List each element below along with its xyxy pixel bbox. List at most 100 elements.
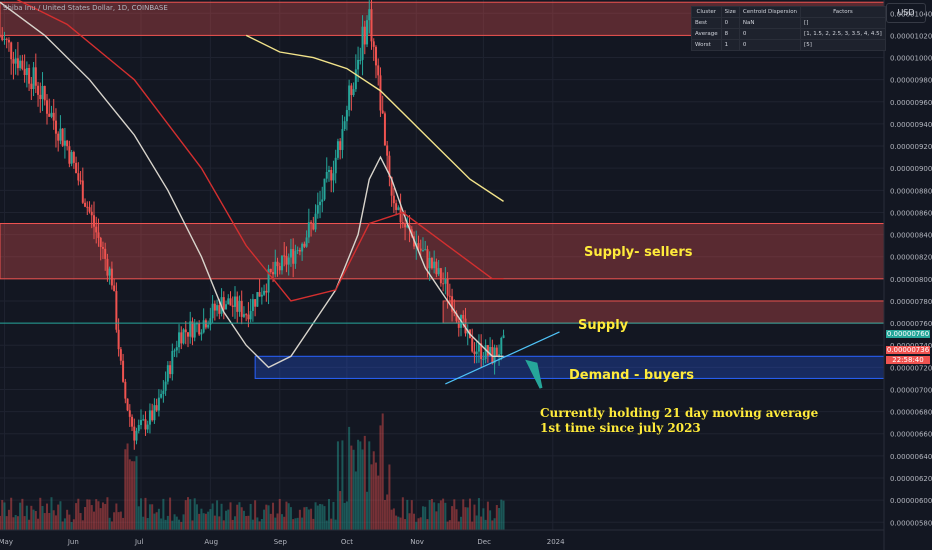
volume-bar xyxy=(45,503,48,530)
candle-body xyxy=(343,121,346,130)
volume-bar xyxy=(68,514,71,530)
candle-body xyxy=(193,323,196,338)
chart-title: Shiba Inu / United States Dollar, 1D, CO… xyxy=(3,4,168,12)
volume-bar xyxy=(117,512,120,530)
candle-body xyxy=(207,324,210,328)
volume-bar xyxy=(61,521,64,530)
volume-bar xyxy=(455,509,458,530)
x-tick-label: Jul xyxy=(134,538,144,546)
candle-body xyxy=(86,206,89,208)
candle-body xyxy=(28,68,31,84)
volume-bar xyxy=(366,491,369,530)
candle-body xyxy=(97,232,100,238)
candle-body xyxy=(184,329,187,333)
candle-body xyxy=(379,75,382,111)
volume-bar xyxy=(272,502,275,530)
candle-body xyxy=(439,268,442,284)
volume-bar xyxy=(256,517,259,530)
candle-body xyxy=(390,177,393,196)
candle-body xyxy=(5,38,8,40)
volume-bar xyxy=(189,499,192,530)
volume-bar xyxy=(186,497,189,530)
candle-body xyxy=(256,292,259,307)
candle-body xyxy=(153,405,156,421)
candle-body xyxy=(240,300,243,317)
volume-bar xyxy=(43,513,46,530)
volume-bar xyxy=(10,497,13,530)
volume-bar xyxy=(421,506,424,530)
volume-bar xyxy=(426,519,429,530)
candle-body xyxy=(475,351,478,355)
volume-bar xyxy=(350,445,353,530)
x-tick-label: Jun xyxy=(67,538,79,546)
candle-body xyxy=(119,349,122,361)
volume-bar xyxy=(182,514,185,530)
volume-bar xyxy=(227,509,230,530)
volume-bar xyxy=(484,519,487,530)
volume-bar xyxy=(207,511,210,530)
candle-body xyxy=(430,258,433,269)
candle-body xyxy=(341,129,344,150)
y-tick-label: 0.00000680 xyxy=(890,409,932,417)
cluster-table: Cluster Size Centroid Dispersion Factors… xyxy=(691,6,886,51)
candle-body xyxy=(486,345,489,356)
candle-body xyxy=(370,9,373,42)
volume-bar xyxy=(446,521,449,530)
candle-body xyxy=(283,255,286,257)
candle-body xyxy=(213,303,216,311)
volume-bar xyxy=(444,502,447,530)
candle-body xyxy=(383,113,386,146)
candle-body xyxy=(236,296,239,312)
volume-bar xyxy=(408,513,411,530)
volume-bar xyxy=(171,520,174,530)
candle-body xyxy=(61,128,64,146)
cluster-cell: 1 xyxy=(720,39,740,51)
candle-body xyxy=(339,141,342,150)
volume-bar xyxy=(401,497,404,530)
volume-bar xyxy=(211,503,214,530)
candle-body xyxy=(298,249,301,252)
volume-bar xyxy=(397,516,400,530)
volume-bar xyxy=(424,506,427,530)
candle-body xyxy=(332,173,335,181)
volume-bar xyxy=(131,461,134,530)
candle-body xyxy=(133,426,136,441)
cluster-cell: Best xyxy=(691,17,722,29)
candle-body xyxy=(498,354,501,357)
candle-body xyxy=(446,278,449,296)
volume-bar xyxy=(162,498,165,530)
volume-bar xyxy=(388,464,391,530)
volume-bar xyxy=(218,516,221,530)
candle-body xyxy=(200,332,203,335)
candle-body xyxy=(368,9,371,21)
volume-bar xyxy=(7,509,10,530)
volume-bar xyxy=(139,498,142,530)
volume-bar xyxy=(372,451,375,530)
candle-body xyxy=(77,173,80,181)
candle-body xyxy=(52,112,55,121)
volume-bar xyxy=(377,475,380,530)
volume-bar xyxy=(460,516,463,530)
candle-body xyxy=(39,94,42,100)
currency-button[interactable]: USD xyxy=(886,3,926,23)
volume-bar xyxy=(442,498,445,530)
volume-bar xyxy=(101,502,104,530)
volume-bar xyxy=(303,507,306,530)
candle-body xyxy=(75,162,78,174)
volume-bar xyxy=(395,515,398,530)
candle-body xyxy=(401,222,404,225)
volume-bar xyxy=(437,503,440,530)
volume-bar xyxy=(142,516,145,530)
candle-body xyxy=(198,323,201,335)
volume-bar xyxy=(332,501,335,530)
y-tick-label: 0.00000640 xyxy=(890,453,932,461)
candle-body xyxy=(16,58,19,69)
y-tick-label: 0.00000940 xyxy=(890,121,932,129)
volume-bar xyxy=(339,491,342,530)
annotation-holding-line1: Currently holding 21 day moving average xyxy=(540,406,819,420)
cluster-cell: 0 xyxy=(720,17,740,29)
cluster-header-cell: Factors xyxy=(800,6,886,18)
candle-body xyxy=(263,290,266,295)
